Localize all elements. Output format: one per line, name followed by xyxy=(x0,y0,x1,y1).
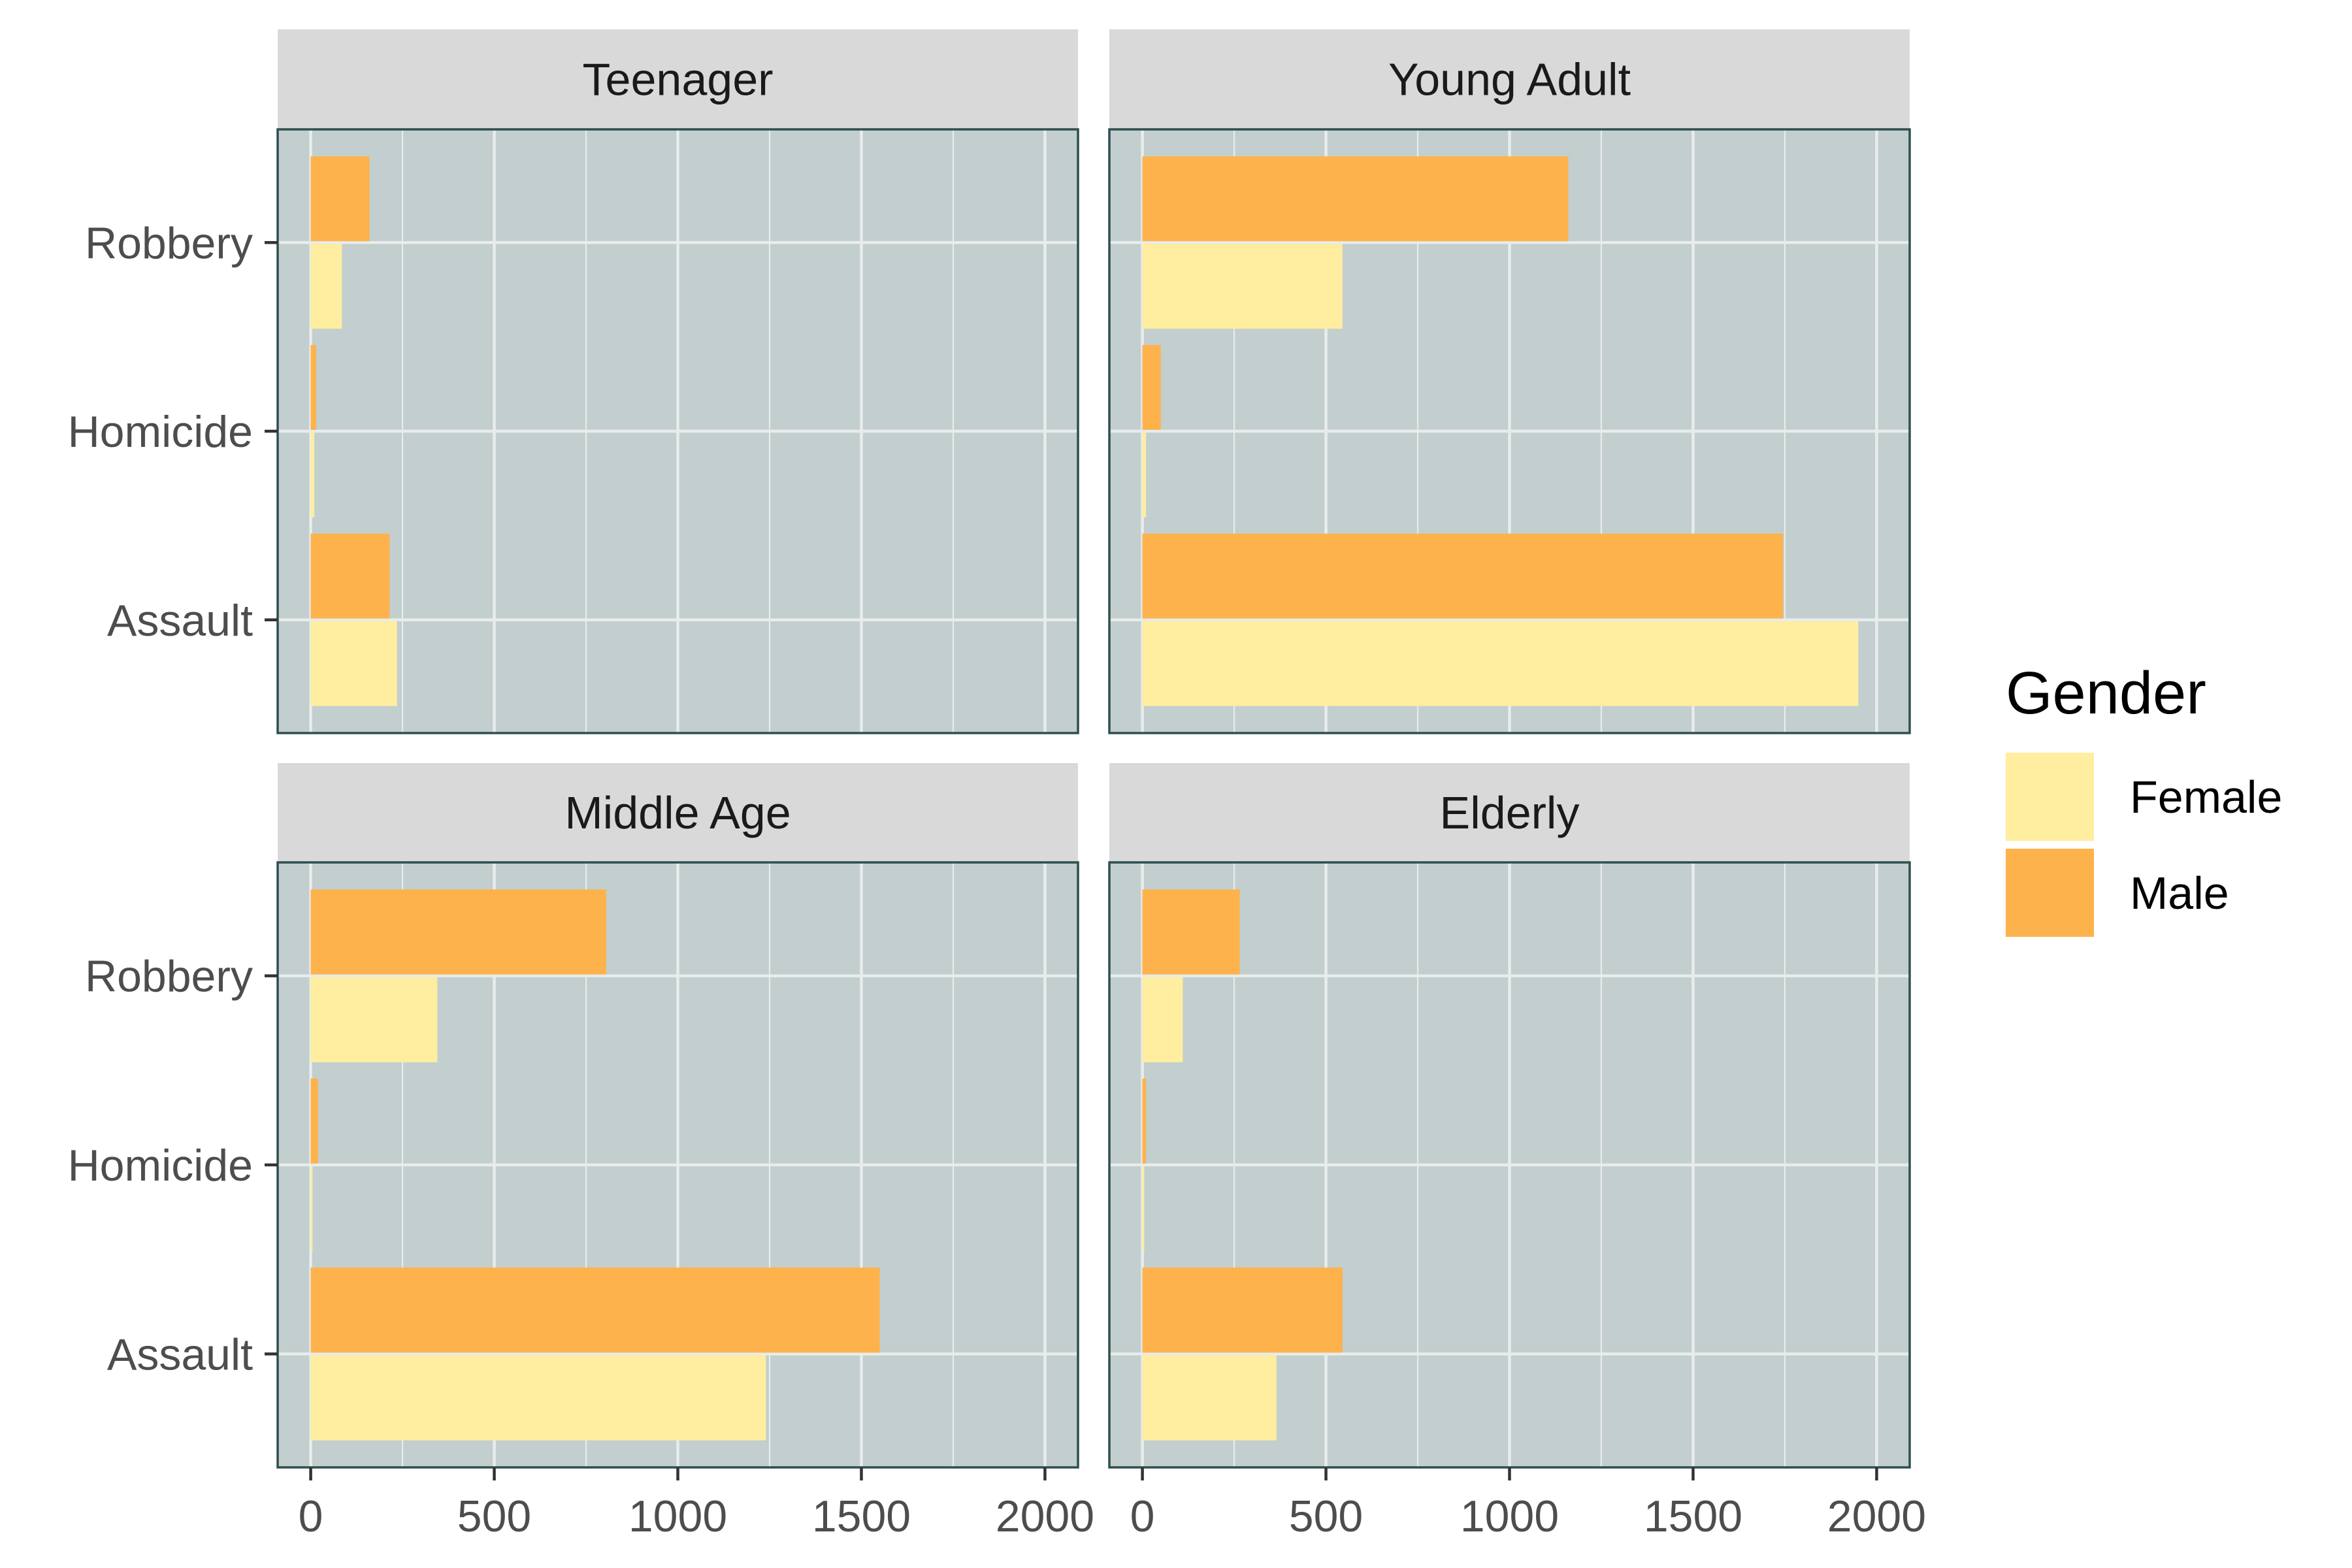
panel-title: Middle Age xyxy=(564,787,791,838)
bar-male-robbery xyxy=(310,889,606,975)
y-tick-label: Homicide xyxy=(68,407,253,457)
bar-male-robbery xyxy=(1142,889,1240,975)
legend-label-male: Male xyxy=(2130,868,2229,919)
x-tick-label: 0 xyxy=(299,1492,323,1541)
bar-male-homicide xyxy=(310,1078,318,1164)
bar-female-assault xyxy=(310,621,397,706)
legend: Gender Female Male xyxy=(2006,660,2282,937)
panel-strip xyxy=(1109,29,1910,129)
panel-title: Young Adult xyxy=(1388,54,1631,105)
bar-female-robbery xyxy=(1142,977,1183,1062)
legend-label-female: Female xyxy=(2130,772,2282,823)
bar-male-assault xyxy=(310,533,390,619)
x-tick-label: 0 xyxy=(1130,1492,1155,1541)
panel-middle-age: Middle Age Assault Homicide Robbery 0 500 1000… xyxy=(68,763,1094,1541)
panel-teenager: Teenager Assault Homicide Robbery xyxy=(68,29,1079,734)
panel-title: Teenager xyxy=(583,54,774,105)
bar-female-homicide xyxy=(1142,433,1147,517)
bar-male-assault xyxy=(310,1267,880,1353)
x-tick-label: 2000 xyxy=(1827,1492,1926,1541)
panel-strip xyxy=(278,763,1078,862)
bar-female-assault xyxy=(310,1355,766,1441)
y-tick-label: Assault xyxy=(107,596,253,645)
x-tick-label: 1500 xyxy=(812,1492,911,1541)
panel-young-adult: Young Adult xyxy=(1108,29,1911,734)
panel-strip xyxy=(278,29,1078,129)
bar-female-robbery xyxy=(310,977,438,1062)
x-tick-label: 1000 xyxy=(629,1492,727,1541)
legend-items: Female Male xyxy=(2006,753,2282,937)
legend-key-male xyxy=(2006,849,2094,937)
panel-elderly: Elderly 0 500 1000 1500 2000 xyxy=(1108,763,1926,1541)
bar-male-assault xyxy=(1142,533,1784,619)
bar-female-homicide xyxy=(1142,1166,1145,1252)
bar-male-assault xyxy=(1142,1267,1343,1353)
legend-title: Gender xyxy=(2006,660,2206,727)
y-tick-label: Robbery xyxy=(85,952,253,1002)
x-tick-label: 500 xyxy=(1289,1492,1363,1541)
panels-group: Teenager Assault Homicide Robbery Young Adul… xyxy=(68,29,1926,1541)
y-tick-label: Homicide xyxy=(68,1141,253,1190)
bar-male-homicide xyxy=(1142,1078,1147,1164)
bar-female-homicide xyxy=(310,433,315,517)
bar-female-robbery xyxy=(310,244,342,329)
bar-female-robbery xyxy=(1142,244,1343,329)
bar-female-assault xyxy=(1142,621,1859,706)
bar-male-robbery xyxy=(310,156,370,242)
bar-female-assault xyxy=(1142,1355,1277,1441)
bar-male-robbery xyxy=(1142,156,1569,242)
bar-female-homicide xyxy=(310,1166,313,1252)
bar-male-homicide xyxy=(310,345,317,430)
bar-male-homicide xyxy=(1142,345,1161,430)
panel-strip xyxy=(1109,763,1910,862)
y-tick-label: Assault xyxy=(107,1330,253,1379)
x-tick-label: 2000 xyxy=(996,1492,1094,1541)
x-tick-label: 1000 xyxy=(1460,1492,1559,1541)
x-tick-label: 500 xyxy=(457,1492,531,1541)
panel-title: Elderly xyxy=(1440,787,1580,838)
panel-border xyxy=(1108,128,1911,734)
x-tick-label: 1500 xyxy=(1644,1492,1742,1541)
legend-key-female xyxy=(2006,753,2094,841)
y-tick-label: Robbery xyxy=(85,218,253,268)
